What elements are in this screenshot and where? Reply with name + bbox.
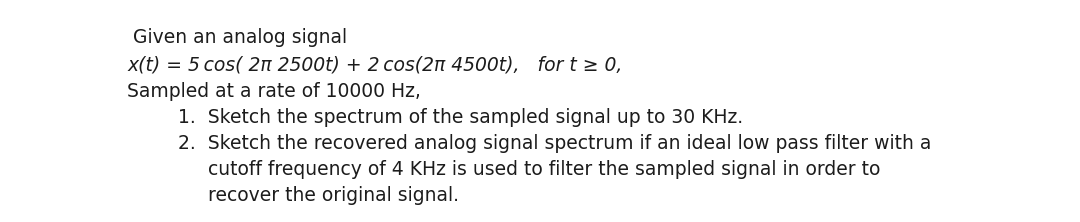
- Text: recover the original signal.: recover the original signal.: [178, 186, 459, 205]
- Text: x(t) = 5 cos( 2π 2500t) + 2 cos(2π 4500t),   for t ≥ 0,: x(t) = 5 cos( 2π 2500t) + 2 cos(2π 4500t…: [127, 55, 623, 74]
- Text: 2.  Sketch the recovered analog signal spectrum if an ideal low pass filter with: 2. Sketch the recovered analog signal sp…: [178, 134, 932, 153]
- Text: cutoff frequency of 4 KHz is used to filter the sampled signal in order to: cutoff frequency of 4 KHz is used to fil…: [178, 160, 880, 179]
- Text: Sampled at a rate of 10000 Hz,: Sampled at a rate of 10000 Hz,: [127, 82, 421, 101]
- Text: Given an analog signal: Given an analog signal: [127, 28, 348, 47]
- Text: 1.  Sketch the spectrum of the sampled signal up to 30 KHz.: 1. Sketch the spectrum of the sampled si…: [178, 108, 743, 127]
